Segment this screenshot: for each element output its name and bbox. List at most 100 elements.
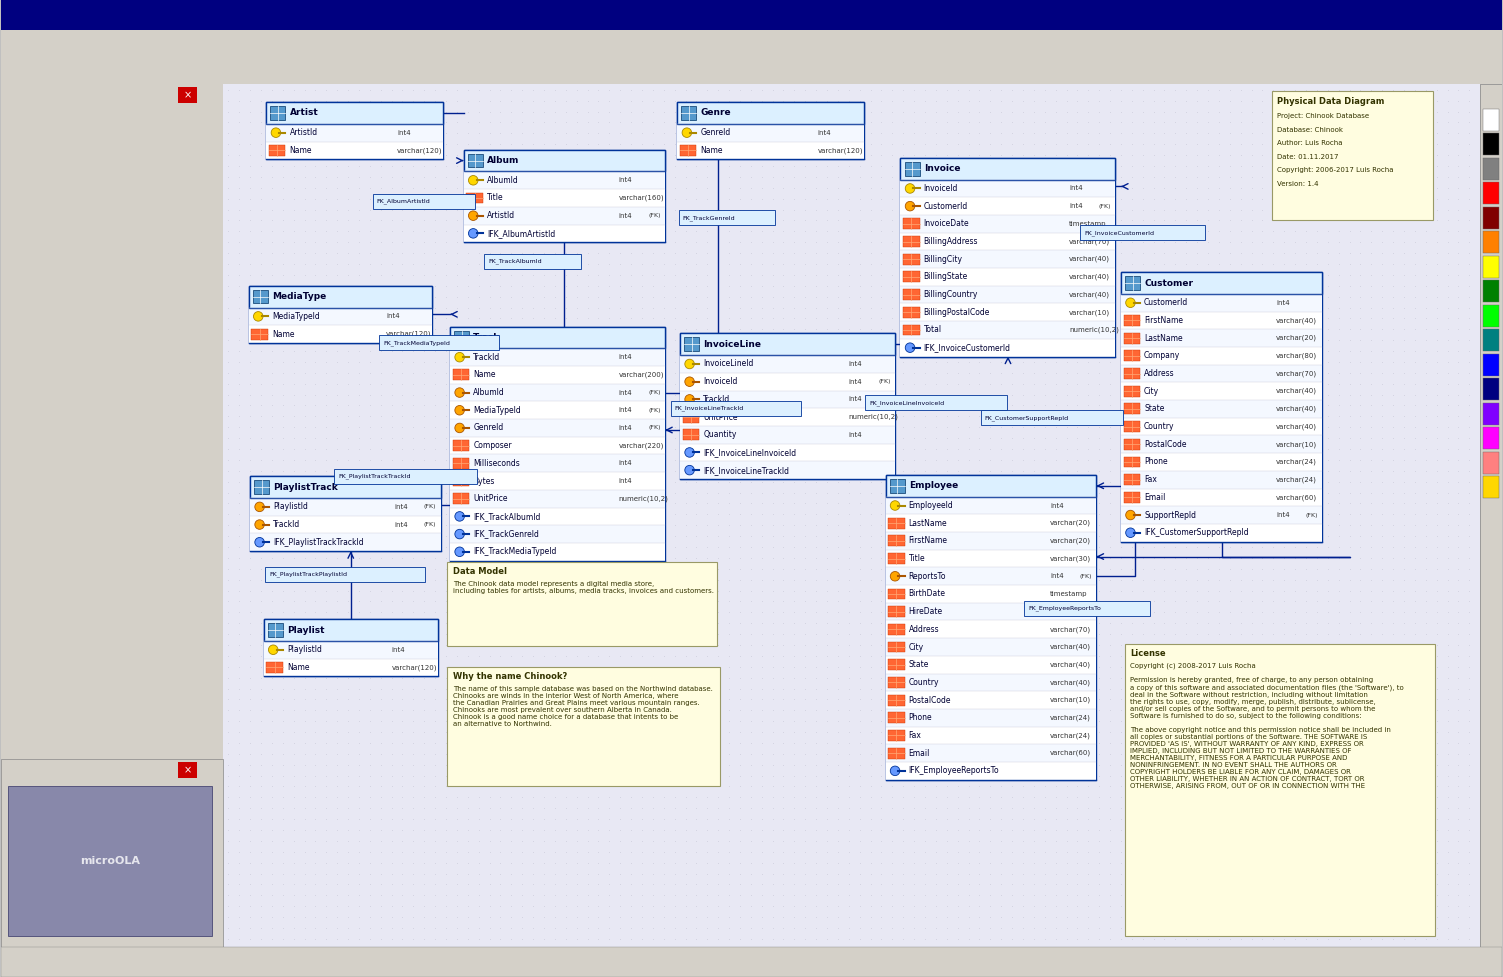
Bar [1483, 476, 1498, 498]
Bar [679, 408, 896, 426]
Circle shape [269, 645, 278, 655]
Bar [679, 333, 896, 479]
Text: varchar(20): varchar(20) [1051, 520, 1091, 527]
Bar [682, 429, 699, 441]
Bar [2, 0, 1501, 30]
Text: Author: Luis Rocha: Author: Luis Rocha [1278, 140, 1342, 147]
Text: UnitPrice: UnitPrice [703, 412, 738, 421]
Bar [8, 786, 212, 936]
Bar [1124, 421, 1139, 432]
Bar [2, 759, 222, 947]
Text: Edit: Edit [75, 38, 93, 47]
Text: Help: Help [443, 38, 464, 47]
Bar [888, 747, 905, 758]
Bar [888, 606, 905, 617]
Bar [679, 373, 896, 391]
Bar [464, 149, 666, 171]
Text: UnitPrice: UnitPrice [473, 494, 508, 503]
Bar [888, 712, 905, 723]
Text: State: State [909, 660, 929, 669]
Bar [177, 87, 197, 104]
Text: ─: ─ [1417, 10, 1423, 20]
Text: int4: int4 [394, 522, 407, 528]
Text: Composer: Composer [473, 442, 513, 450]
Bar [1121, 524, 1323, 541]
Text: (FK): (FK) [648, 213, 661, 218]
Circle shape [254, 312, 263, 321]
Bar [1124, 491, 1139, 503]
Text: CustomerId: CustomerId [1144, 298, 1189, 307]
Text: PlaylistId: PlaylistId [274, 502, 308, 511]
Text: MediaTypeId: MediaTypeId [473, 405, 522, 415]
Bar [449, 419, 666, 437]
Text: Address: Address [1144, 369, 1175, 378]
Text: References (11): References (11) [41, 161, 107, 171]
Bar [263, 619, 437, 641]
Text: numeric(10,2): numeric(10,2) [619, 495, 669, 502]
Bar [1124, 404, 1139, 414]
Bar [682, 411, 699, 422]
Text: varchar(20): varchar(20) [1276, 335, 1317, 341]
Bar [900, 339, 1115, 357]
Bar [1272, 91, 1432, 221]
Bar [254, 481, 269, 494]
Bar [449, 326, 666, 561]
Circle shape [1126, 298, 1135, 308]
Bar [449, 489, 666, 507]
Bar [1124, 386, 1139, 397]
Bar [249, 476, 440, 551]
Text: Total: Total [924, 325, 942, 334]
Bar [885, 673, 1097, 692]
Text: (FK): (FK) [1079, 573, 1093, 578]
Circle shape [890, 572, 900, 581]
Circle shape [1126, 510, 1135, 520]
Text: varchar(70): varchar(70) [1276, 370, 1317, 377]
Bar [263, 641, 437, 658]
Bar [268, 623, 283, 637]
Text: varchar(40): varchar(40) [1051, 679, 1091, 686]
Text: BillingPostalCode: BillingPostalCode [924, 308, 990, 317]
Bar [222, 84, 1480, 956]
Text: numeric(10,2): numeric(10,2) [849, 414, 899, 420]
Bar [885, 692, 1097, 709]
Text: □: □ [1443, 10, 1452, 20]
Bar [1121, 312, 1323, 329]
Bar [449, 437, 666, 454]
Text: Phone: Phone [909, 713, 932, 722]
Bar [1124, 439, 1139, 449]
Bar [195, 84, 222, 977]
Bar [888, 695, 905, 705]
Bar [900, 180, 1115, 197]
Bar [449, 366, 666, 384]
Bar [981, 410, 1123, 425]
Text: IFK_TrackMediaTypeId: IFK_TrackMediaTypeId [473, 547, 556, 556]
Text: Company: Company [1144, 352, 1180, 361]
Bar [249, 533, 440, 551]
Bar [885, 475, 1097, 496]
Bar [454, 330, 469, 344]
Text: GenreId: GenreId [700, 128, 730, 137]
Bar [1483, 378, 1498, 400]
Bar [1483, 232, 1498, 253]
Circle shape [455, 405, 464, 415]
Bar [1483, 158, 1498, 180]
Bar [1483, 427, 1498, 449]
Bar [885, 762, 1097, 780]
Text: varchar(24): varchar(24) [1051, 714, 1091, 721]
Circle shape [256, 537, 265, 547]
Text: Why the name Chinook?: Why the name Chinook? [452, 672, 567, 681]
Text: Employee: Employee [909, 482, 957, 490]
Text: TrackId: TrackId [473, 353, 500, 361]
Text: Country: Country [909, 678, 939, 687]
Bar [679, 356, 896, 373]
Bar [1483, 256, 1498, 277]
Bar [900, 197, 1115, 215]
Text: Email: Email [909, 748, 930, 757]
Circle shape [1126, 528, 1135, 537]
Text: Fax: Fax [1144, 475, 1157, 485]
Bar [467, 153, 482, 167]
Bar [1121, 418, 1323, 436]
Text: Roles (4): Roles (4) [41, 184, 78, 192]
Text: City: City [1144, 387, 1159, 396]
Text: varchar(70): varchar(70) [1069, 238, 1111, 245]
